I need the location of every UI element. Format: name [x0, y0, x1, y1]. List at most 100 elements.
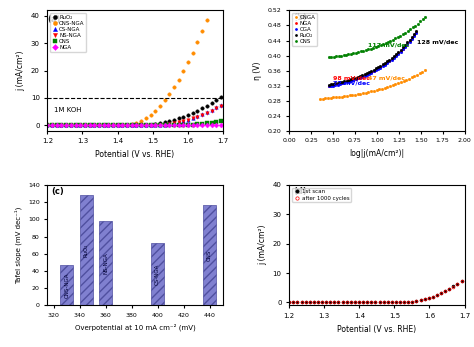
after 1000 cycles: [356, 301, 362, 305]
Line: RuO₂: RuO₂: [328, 29, 418, 86]
CNS: [185, 123, 191, 127]
CNS: [115, 123, 120, 127]
1st scan: [303, 301, 309, 305]
Text: (d): (d): [293, 187, 307, 196]
after 1000 cycles: [455, 282, 460, 286]
CS-NGA: [54, 123, 60, 127]
RuO₂: [411, 32, 417, 36]
X-axis label: Potential (V vs. RHE): Potential (V vs. RHE): [337, 324, 417, 333]
after 1000 cycles: [323, 301, 329, 305]
after 1000 cycles: [389, 301, 395, 305]
CNGA: [392, 82, 398, 86]
CNS: [392, 36, 398, 41]
CNGA: [371, 88, 377, 93]
NGA: [54, 123, 60, 127]
RuO₂: [407, 37, 412, 42]
CNGA: [352, 92, 358, 96]
NGA: [199, 123, 205, 127]
CGA: [335, 83, 340, 87]
NGA: [68, 123, 73, 127]
RuO₂: [371, 68, 376, 72]
CS-NGA: [73, 123, 78, 127]
CNS-NGA: [157, 104, 163, 108]
NS-NGA: [213, 106, 219, 110]
CNS: [162, 123, 167, 127]
after 1000 cycles: [393, 301, 399, 305]
CNGA: [338, 94, 344, 99]
CNS: [91, 123, 97, 127]
after 1000 cycles: [360, 301, 366, 305]
Legend: RuO₂, CNS-NGA, CS-NGA, NS-NGA, CNS, NGA: RuO₂, CNS-NGA, CS-NGA, NS-NGA, CNS, NGA: [50, 13, 86, 52]
NS-NGA: [209, 109, 214, 113]
CGA: [333, 83, 338, 87]
CGA: [362, 74, 367, 78]
1st scan: [385, 301, 391, 305]
RuO₂: [209, 101, 214, 105]
NS-NGA: [110, 123, 116, 127]
NGA: [82, 123, 88, 127]
Y-axis label: j (mA/cm²): j (mA/cm²): [258, 225, 267, 265]
NGA: [162, 123, 167, 127]
Bar: [80, 195, 93, 305]
RuO₂: [391, 54, 397, 58]
NGA: [181, 123, 186, 127]
CS-NGA: [157, 123, 163, 127]
Line: NGA: NGA: [46, 123, 223, 127]
CNS: [351, 51, 356, 55]
1st scan: [459, 279, 465, 283]
NGA: [49, 123, 55, 127]
NGA: [190, 123, 196, 127]
CNGA: [409, 75, 414, 79]
RuO₂: [360, 73, 365, 77]
CNGA: [322, 96, 328, 100]
1st scan: [451, 284, 456, 288]
CNS-NGA: [54, 123, 60, 127]
CNS: [395, 35, 401, 39]
RuO₂: [49, 123, 55, 127]
CNS: [412, 24, 418, 28]
CGA: [344, 80, 349, 84]
CNS: [77, 123, 83, 127]
NGA: [119, 123, 125, 127]
CS-NGA: [148, 123, 154, 127]
RuO₂: [59, 123, 64, 127]
CGA: [373, 68, 379, 72]
NS-NGA: [199, 113, 205, 117]
Legend: CNGA, NGA, CGA, RuO₂, CNS: CNGA, NGA, CGA, RuO₂, CNS: [292, 13, 318, 46]
NGA: [395, 51, 401, 55]
1st scan: [389, 301, 395, 305]
Text: CNS-NGA: CNS-NGA: [64, 272, 69, 298]
CGA: [371, 69, 376, 74]
CNGA: [325, 96, 331, 100]
NS-NGA: [77, 123, 83, 127]
CNS: [405, 29, 410, 33]
NGA: [64, 123, 69, 127]
CGA: [355, 76, 361, 81]
X-axis label: log|j(mA/cm²)|: log|j(mA/cm²)|: [349, 149, 404, 158]
CNS: [353, 51, 359, 55]
NGA: [380, 63, 385, 67]
NGA: [143, 123, 149, 127]
RuO₂: [409, 35, 415, 39]
NGA: [375, 66, 381, 70]
after 1000 cycles: [303, 301, 309, 305]
NS-NGA: [166, 122, 172, 126]
NGA: [346, 79, 352, 83]
1st scan: [299, 301, 304, 305]
CNS: [346, 52, 351, 56]
CNGA: [387, 84, 393, 88]
CNS: [358, 49, 364, 53]
NS-NGA: [148, 123, 154, 127]
NGA: [337, 81, 343, 85]
CNS-NGA: [190, 51, 196, 55]
1st scan: [401, 300, 407, 304]
RuO₂: [333, 82, 338, 86]
NGA: [333, 82, 338, 86]
1st scan: [311, 301, 317, 305]
1st scan: [365, 301, 370, 305]
after 1000 cycles: [295, 301, 301, 305]
Bar: [60, 265, 73, 305]
Line: CNS-NGA: CNS-NGA: [46, 0, 223, 127]
CNGA: [341, 94, 347, 98]
NGA: [369, 70, 374, 74]
